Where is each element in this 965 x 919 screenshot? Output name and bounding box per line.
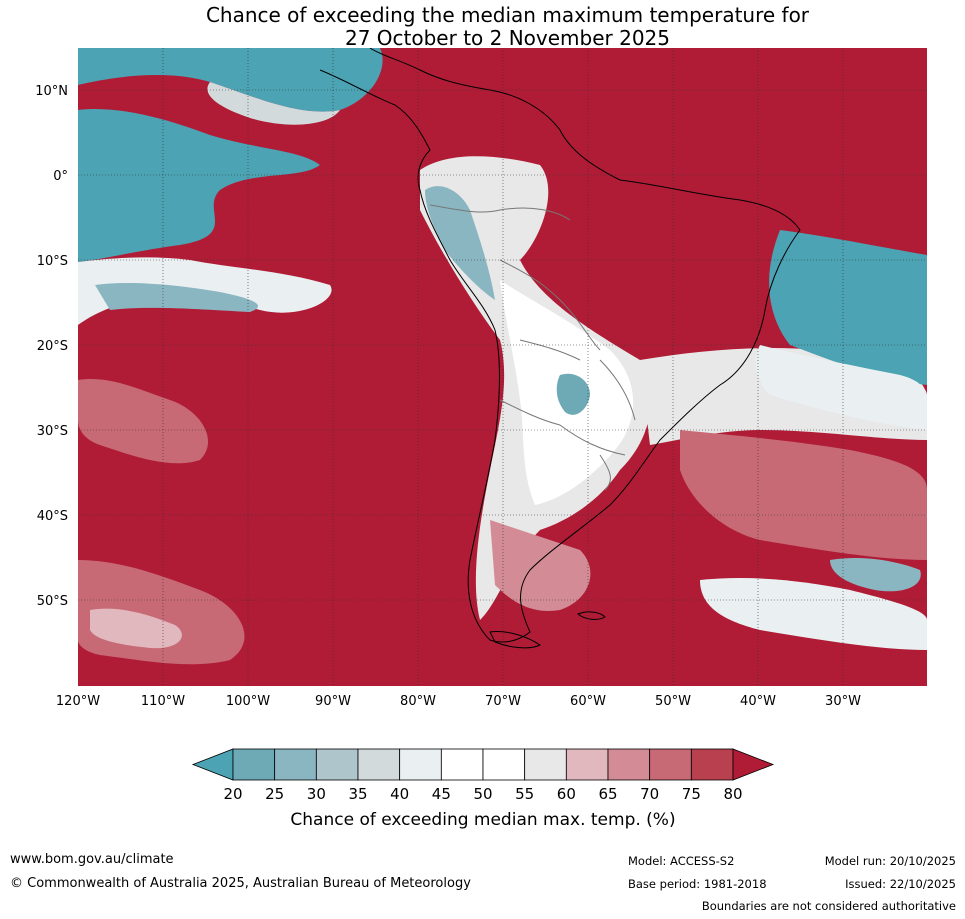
colorbar-tick-label: 40 (390, 785, 409, 803)
region-atlantic-teal (769, 230, 927, 385)
region-pacific-teal (78, 109, 320, 262)
colorbar-tick-label: 70 (640, 785, 659, 803)
footer-copyright: © Commonwealth of Australia 2025, Austra… (10, 876, 471, 891)
region-pacific-light-north (207, 82, 340, 125)
colorbar-tick-label: 45 (432, 785, 451, 803)
footer-issued: Issued: 22/10/2025 (845, 877, 956, 891)
tierra-del-fuego (489, 631, 541, 649)
lat-label: 30°S (37, 424, 68, 439)
lon-label: 70°W (485, 694, 521, 709)
colorbar-segment (524, 748, 567, 781)
region-atlantic-teal-south (830, 558, 921, 592)
region-atlantic-light (755, 345, 927, 430)
colorbar-tick-label: 50 (473, 785, 492, 803)
colorbar-tick-label: 20 (223, 785, 242, 803)
colorbar-tick-label: 75 (682, 785, 701, 803)
colorbar-tick-label: 30 (307, 785, 326, 803)
title-line-1: Chance of exceeding the median maximum t… (205, 3, 810, 27)
region-atlantic-white-south (700, 578, 927, 650)
lon-label: 110°W (141, 694, 185, 709)
colorbar-segment (607, 748, 651, 781)
region-pacific-teal-band (95, 282, 259, 312)
lon-label: 40°W (740, 694, 776, 709)
lon-label: 60°W (570, 694, 606, 709)
colorbar-segment (690, 748, 734, 781)
gridlines (78, 48, 927, 686)
lon-label: 80°W (400, 694, 436, 709)
longitude-labels: 120°W 110°W 100°W 90°W 80°W 70°W 60°W 50… (56, 694, 861, 709)
colorbar-tick-label: 25 (265, 785, 284, 803)
footer-base-period: Base period: 1981-2018 (628, 877, 767, 891)
colorbar-segment (440, 748, 484, 781)
lon-label: 30°W (825, 694, 861, 709)
region-pacific-pink-south (78, 379, 209, 464)
footer-model: Model: ACCESS-S2 (628, 854, 735, 868)
colorbar-segment (232, 748, 276, 781)
lon-label: 100°W (226, 694, 270, 709)
colorbar-tick-label: 60 (557, 785, 576, 803)
map-panel (78, 48, 927, 686)
lon-label: 50°W (655, 694, 691, 709)
footer-disclaimer: Boundaries are not considered authoritat… (701, 899, 956, 913)
region-pacific-teal-north (78, 48, 383, 112)
colorbar-segment (482, 748, 526, 781)
colorbar-segment (357, 748, 401, 781)
region-chaco-teal (556, 373, 590, 415)
title-line-2: 27 October to 2 November 2025 (344, 26, 671, 50)
lat-label: 40°S (37, 509, 68, 524)
region-pacific-light-south (90, 608, 182, 649)
colorbar-segment (399, 748, 442, 781)
footer-website[interactable]: www.bom.gov.au/climate (10, 852, 174, 867)
falkland-islands (577, 611, 606, 620)
lon-label: 90°W (315, 694, 351, 709)
colorbar-title: Chance of exceeding median max. temp. (%… (290, 810, 675, 830)
lat-label: 0° (53, 169, 68, 184)
colorbar-segment (565, 748, 609, 781)
region-andes-teal (425, 186, 495, 300)
colorbar (191, 748, 775, 781)
colorbar-segment (315, 748, 359, 781)
colorbar-segment (649, 748, 692, 781)
map-title: Chance of exceeding the median maximum t… (0, 4, 965, 50)
colorbar-tick-label: 35 (348, 785, 367, 803)
country-borders (429, 204, 636, 491)
colorbar-arrow-high (732, 748, 775, 781)
lat-label: 10°S (37, 254, 68, 269)
lat-label: 10°N (35, 84, 68, 99)
lat-label: 50°S (37, 594, 68, 609)
colorbar-segment (274, 748, 317, 781)
region-atlantic-pink (680, 430, 927, 560)
latitude-labels: 10°N 0° 10°S 20°S 30°S 40°S 50°S (35, 84, 68, 609)
region-patagonia-pink (490, 520, 591, 611)
footer-model-run: Model run: 20/10/2025 (824, 854, 956, 868)
colorbar-tick-labels: 20 25 30 35 40 45 50 55 60 65 70 75 80 (223, 785, 742, 803)
colorbar-tick-label: 55 (515, 785, 534, 803)
south-america-coastline (319, 48, 801, 643)
colorbar-arrow-low (191, 748, 234, 781)
colorbar-tick-label: 65 (598, 785, 617, 803)
lat-label: 20°S (37, 339, 68, 354)
colorbar-tick-label: 80 (723, 785, 742, 803)
lon-label: 120°W (56, 694, 100, 709)
